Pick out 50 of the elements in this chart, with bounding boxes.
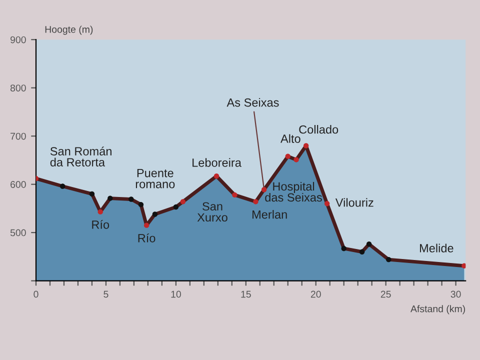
x-axis-title: Afstand (km) bbox=[410, 305, 465, 314]
annotation: Leboreira bbox=[192, 158, 242, 167]
y-tick-label: 500 bbox=[10, 229, 26, 236]
point bbox=[261, 187, 267, 192]
annotation: Merlan bbox=[252, 210, 287, 219]
y-axis-title: Hoogte (m) bbox=[45, 26, 93, 35]
point bbox=[462, 263, 466, 268]
point bbox=[108, 196, 113, 201]
x-tick-label: 15 bbox=[241, 290, 251, 298]
point bbox=[366, 242, 372, 247]
annotation: Vilouriz bbox=[335, 198, 374, 207]
point bbox=[303, 143, 309, 148]
point bbox=[152, 212, 158, 217]
point bbox=[98, 209, 103, 214]
annotation: Río bbox=[138, 234, 156, 242]
annotation: Collado bbox=[299, 125, 338, 134]
annotation: Río bbox=[92, 220, 110, 229]
y-tick-label: 700 bbox=[10, 132, 26, 140]
annotation: Melide bbox=[420, 244, 454, 252]
point bbox=[359, 249, 365, 254]
point bbox=[386, 256, 392, 262]
y-tick-label: 800 bbox=[10, 84, 26, 92]
x-tick-label: 10 bbox=[171, 290, 181, 298]
point bbox=[144, 222, 150, 228]
x-tick-label: 25 bbox=[380, 290, 391, 298]
point bbox=[285, 154, 290, 159]
y-tick-label: 900 bbox=[10, 36, 26, 44]
x-tick-label: 30 bbox=[450, 290, 461, 298]
point bbox=[324, 201, 330, 206]
point bbox=[173, 204, 179, 210]
annotation: Puente romano bbox=[136, 169, 175, 188]
point bbox=[214, 174, 220, 179]
x-tick-label: 20 bbox=[310, 290, 321, 298]
point bbox=[253, 199, 258, 204]
annotation: Alto bbox=[280, 134, 300, 143]
annotation: As Seixas bbox=[226, 98, 279, 107]
annotation: San Román da Retorta bbox=[50, 146, 112, 166]
x-tick-label: 0 bbox=[34, 290, 38, 298]
point bbox=[128, 196, 134, 202]
point bbox=[89, 191, 95, 197]
annotation: San Xurxo bbox=[197, 202, 228, 222]
point bbox=[180, 199, 186, 204]
y-tick-label: 600 bbox=[10, 181, 26, 188]
annotation: Hospital das Seixas bbox=[265, 182, 322, 202]
point bbox=[294, 157, 299, 162]
point bbox=[232, 192, 238, 198]
point bbox=[138, 202, 144, 208]
x-tick-label: 5 bbox=[104, 290, 108, 298]
point bbox=[341, 246, 346, 252]
point bbox=[60, 184, 66, 189]
